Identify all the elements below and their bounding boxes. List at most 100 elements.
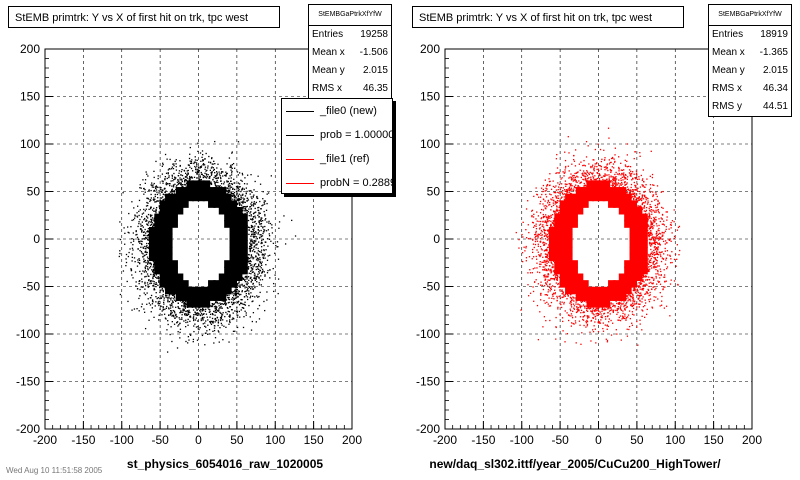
scatter-point — [629, 298, 631, 300]
scatter-point — [150, 244, 152, 246]
y-tick-label: -100 — [16, 327, 40, 341]
scatter-point — [646, 272, 648, 275]
scatter-point — [534, 233, 536, 236]
scatter-point — [560, 178, 562, 180]
scatter-point — [201, 181, 203, 184]
scatter-point — [246, 266, 249, 268]
scatter-point — [642, 184, 644, 187]
scatter-point — [249, 206, 251, 208]
scatter-point — [261, 271, 264, 273]
scatter-point — [535, 187, 537, 189]
scatter-point — [546, 276, 548, 278]
scatter-point — [567, 189, 569, 191]
scatter-point — [169, 168, 171, 170]
scatter-point — [611, 184, 613, 187]
scatter-point — [147, 266, 149, 268]
ring-cell — [640, 226, 648, 235]
scatter-point — [566, 192, 568, 194]
scatter-point — [251, 320, 253, 323]
scatter-point — [591, 166, 593, 168]
scatter-point — [529, 237, 531, 240]
scatter-point — [162, 291, 164, 293]
scatter-point — [227, 180, 229, 183]
scatter-point — [263, 210, 265, 213]
ring-cell — [554, 246, 562, 255]
ring-cell — [165, 220, 173, 228]
ring-cell — [629, 260, 638, 268]
ring-cell — [581, 286, 589, 295]
scatter-point — [665, 226, 667, 228]
scatter-point — [261, 272, 263, 274]
scatter-point — [568, 177, 570, 179]
scatter-point — [186, 184, 189, 186]
scatter-point — [250, 329, 253, 331]
scatter-point — [263, 229, 266, 231]
scatter-point — [261, 242, 263, 244]
scatter-point — [250, 244, 252, 246]
scatter-point — [654, 240, 656, 242]
scatter-point — [573, 154, 575, 157]
ring-cell — [202, 187, 211, 195]
scatter-point — [574, 179, 576, 182]
scatter-point — [609, 305, 611, 307]
scatter-point — [220, 187, 222, 189]
scatter-point — [647, 268, 649, 270]
scatter-point — [251, 197, 253, 200]
scatter-point — [579, 316, 582, 318]
scatter-point — [655, 211, 657, 213]
scatter-point — [593, 167, 595, 169]
scatter-point — [544, 200, 546, 202]
scatter-point — [150, 232, 152, 235]
scatter-point — [636, 320, 638, 323]
scatter-point — [238, 310, 240, 313]
scatter-point — [585, 322, 588, 324]
scatter-point — [612, 184, 615, 187]
scatter-point — [652, 283, 654, 285]
scatter-point — [263, 244, 265, 247]
scatter-point — [133, 257, 136, 259]
scatter-point — [162, 163, 164, 166]
scatter-point — [659, 252, 661, 254]
scatter-point — [606, 163, 609, 165]
scatter-point — [150, 231, 152, 234]
scatter-point — [577, 309, 579, 312]
scatter-point — [200, 160, 202, 162]
scatter-point — [233, 297, 235, 300]
scatter-point — [253, 233, 255, 236]
scatter-point — [240, 179, 242, 181]
scatter-point — [168, 176, 170, 179]
ring-cell — [618, 273, 627, 281]
scatter-point — [184, 307, 186, 309]
scatter-point — [637, 294, 639, 296]
scatter-point — [561, 293, 563, 295]
scatter-point — [172, 293, 175, 295]
scatter-point — [539, 203, 541, 205]
scatter-point — [654, 266, 657, 268]
scatter-point — [152, 184, 154, 186]
scatter-point — [181, 317, 183, 319]
scatter-point — [564, 341, 566, 343]
scatter-point — [159, 205, 162, 207]
scatter-point — [594, 309, 596, 312]
scatter-point — [623, 187, 626, 190]
ring-cell — [240, 240, 248, 248]
scatter-point — [610, 157, 613, 160]
scatter-point — [181, 174, 184, 177]
scatter-point — [556, 278, 558, 281]
scatter-point — [577, 189, 580, 192]
scatter-point — [164, 317, 167, 319]
scatter-point — [597, 330, 600, 333]
scatter-point — [550, 250, 553, 252]
scatter-point — [568, 291, 570, 294]
ring-cell — [640, 253, 648, 262]
scatter-point — [205, 320, 207, 322]
scatter-point — [621, 299, 623, 301]
scatter-point — [649, 244, 651, 246]
ring-cell — [618, 286, 627, 295]
scatter-point — [531, 215, 533, 217]
scatter-point — [664, 263, 667, 265]
scatter-point — [574, 172, 576, 175]
scatter-point — [629, 317, 631, 320]
scatter-point — [255, 259, 258, 261]
scatter-point — [642, 194, 644, 196]
